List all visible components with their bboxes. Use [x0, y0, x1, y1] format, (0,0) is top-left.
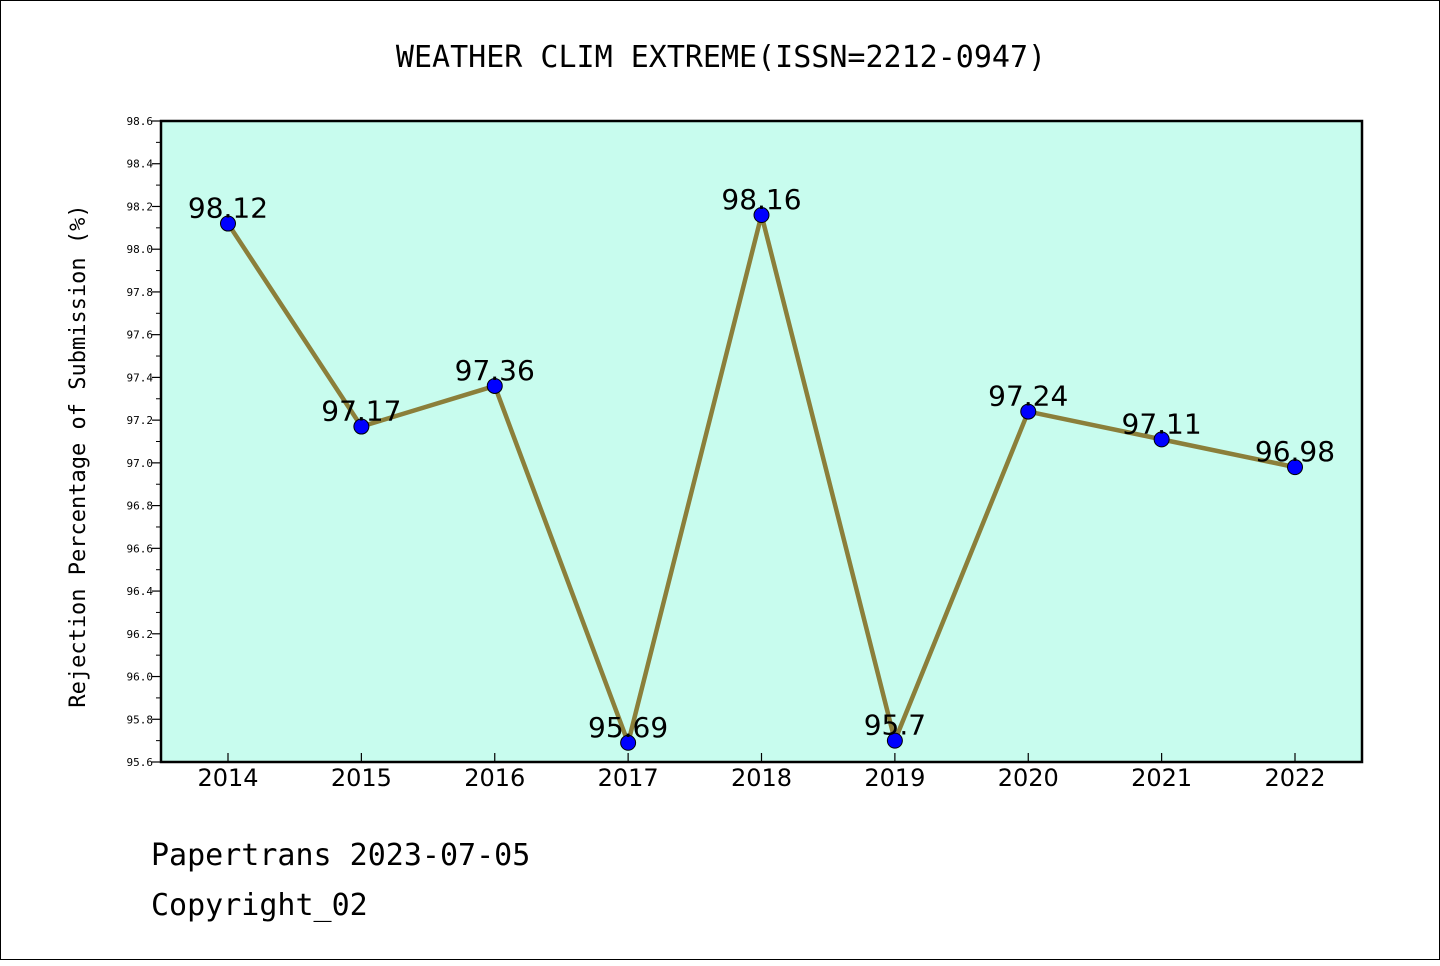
data-labels: 98.12 97.17 97.36 95.69 98.16 95.7 97.24 97.11 9… [188, 183, 1335, 744]
x-tick-label: 2015 [331, 764, 392, 792]
y-tick-label: 95.6 [127, 756, 154, 769]
data-value-label: 98.16 [721, 183, 801, 216]
x-tick-label: 2018 [731, 764, 792, 792]
y-axis: 95.6 95.8 96.0 96.2 96.4 96.6 96.8 97.0 97.2 97.4… [127, 115, 161, 769]
data-value-label: 98.12 [188, 192, 268, 225]
chart-title: WEATHER CLIM EXTREME(ISSN=2212-0947) [396, 40, 1046, 75]
data-point [353, 418, 370, 435]
x-tick-label: 2016 [464, 764, 525, 792]
y-tick-label: 96.0 [127, 671, 154, 684]
data-value-label: 95.7 [864, 709, 926, 742]
footer-copyright-line: Copyright_02 [151, 888, 368, 923]
series-line [220, 207, 1303, 751]
y-tick-label: 96.6 [127, 542, 154, 555]
x-tick-label: 2021 [1131, 764, 1192, 792]
data-value-label: 96.98 [1255, 435, 1335, 468]
x-axis: 2014 2015 2016 2017 2018 2019 2020 2021 2022 [197, 753, 1326, 792]
data-point [1020, 403, 1037, 420]
data-point [886, 732, 903, 749]
x-tick-label: 2014 [197, 764, 258, 792]
y-tick-label: 97.2 [127, 414, 154, 427]
y-tick-label: 98.6 [127, 115, 154, 128]
y-tick-label: 98.0 [127, 243, 154, 256]
y-tick-label: 97.0 [127, 457, 154, 470]
footer-date-line: Papertrans 2023-07-05 [151, 838, 530, 873]
data-value-label: 95.69 [588, 711, 668, 744]
y-tick-label: 98.4 [127, 158, 154, 171]
y-tick-label: 97.6 [127, 329, 154, 342]
data-value-label: 97.24 [988, 380, 1068, 413]
data-point [1153, 431, 1170, 448]
data-value-label: 97.36 [455, 354, 535, 387]
data-point [620, 734, 637, 751]
x-tick-label: 2019 [864, 764, 925, 792]
data-point [486, 377, 503, 394]
y-tick-label: 97.8 [127, 286, 154, 299]
data-value-label: 97.11 [1122, 407, 1202, 440]
data-point [1287, 459, 1303, 476]
data-point [753, 207, 770, 224]
data-value-label: 97.17 [321, 395, 401, 428]
y-tick-label: 97.4 [127, 371, 154, 384]
y-axis-label: Rejection Percentage of Submission (%) [66, 204, 91, 707]
x-tick-label: 2017 [598, 764, 659, 792]
y-tick-label: 96.2 [127, 628, 154, 641]
x-tick-label: 2020 [998, 764, 1059, 792]
x-tick-label: 2022 [1264, 764, 1325, 792]
y-tick-label: 96.4 [127, 585, 154, 598]
y-tick-label: 95.8 [127, 713, 154, 726]
y-tick-label: 98.2 [127, 200, 154, 213]
data-point [220, 215, 236, 232]
y-tick-label: 96.8 [127, 500, 154, 513]
